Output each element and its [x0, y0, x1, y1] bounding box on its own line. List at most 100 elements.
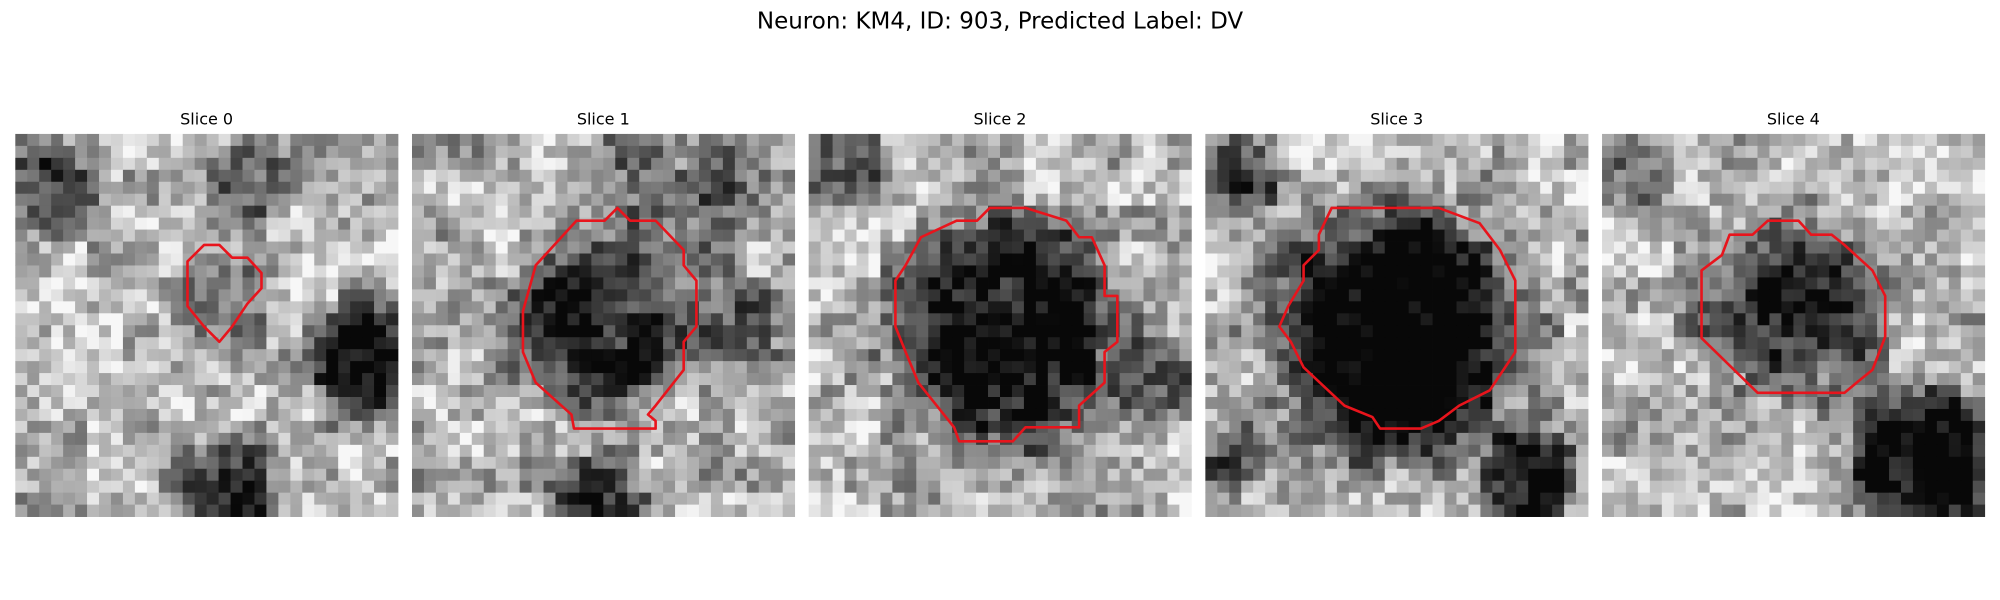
pixel — [1613, 456, 1627, 470]
pixel — [928, 504, 941, 517]
pixel — [206, 408, 219, 422]
pixel — [1301, 432, 1314, 446]
pixel — [194, 349, 208, 362]
pixel — [1793, 145, 1806, 159]
pixel — [374, 468, 387, 482]
pixel — [1155, 373, 1168, 386]
pixel — [1205, 229, 1218, 242]
pixel — [868, 373, 881, 386]
pixel — [1757, 277, 1770, 290]
pixel — [1059, 301, 1073, 314]
pixel — [1241, 205, 1254, 219]
pixel — [423, 265, 437, 278]
pixel — [1613, 229, 1627, 242]
pixel — [1289, 444, 1302, 458]
pixel — [1265, 301, 1278, 314]
pixel — [146, 133, 160, 147]
pixel — [1912, 241, 1926, 254]
pixel — [940, 432, 953, 446]
pixel — [495, 337, 509, 350]
pixel — [1552, 361, 1565, 374]
pixel — [663, 504, 676, 517]
pixel — [1131, 397, 1144, 410]
pixel — [1865, 289, 1878, 302]
pixel — [411, 349, 425, 362]
pixel — [1721, 181, 1734, 195]
pixel — [1217, 217, 1230, 230]
pixel — [194, 420, 208, 434]
pixel — [1035, 229, 1049, 242]
pixel — [471, 432, 485, 446]
pixel — [1167, 313, 1180, 326]
pixel — [110, 492, 124, 506]
pixel — [1143, 480, 1156, 494]
pixel — [51, 325, 64, 338]
pixel — [1504, 301, 1517, 314]
pixel — [1552, 325, 1565, 338]
pixel — [170, 337, 184, 350]
pixel — [1853, 420, 1866, 434]
pixel — [663, 337, 676, 350]
pixel — [543, 337, 556, 350]
pixel — [27, 337, 40, 350]
pixel — [206, 169, 219, 183]
pixel — [266, 325, 279, 338]
pixel — [1865, 408, 1878, 422]
pixel — [1661, 420, 1675, 434]
pixel — [603, 229, 616, 242]
pixel — [1504, 169, 1517, 183]
pixel — [820, 373, 833, 386]
pixel — [15, 133, 28, 147]
pixel — [1083, 313, 1097, 326]
pixel — [1095, 193, 1109, 207]
pixel — [1564, 361, 1577, 374]
pixel — [1432, 253, 1445, 266]
pixel — [1853, 169, 1866, 183]
pixel — [952, 241, 965, 254]
pixel — [1253, 337, 1266, 350]
pixel — [916, 217, 929, 230]
pixel — [1348, 385, 1362, 398]
pixel — [1625, 337, 1639, 350]
pixel — [579, 480, 592, 494]
pixel — [278, 504, 291, 517]
pixel — [1781, 253, 1794, 266]
pixel — [734, 373, 748, 386]
pixel — [218, 193, 231, 207]
pixel — [1516, 325, 1529, 338]
pixel — [314, 504, 327, 517]
pixel — [1143, 373, 1156, 386]
pixel — [663, 217, 676, 230]
pixel — [1229, 325, 1242, 338]
pixel — [362, 325, 375, 338]
pixel — [988, 217, 1001, 230]
pixel — [1900, 420, 1914, 434]
pixel — [1217, 325, 1230, 338]
pixel — [1504, 205, 1517, 219]
pixel — [988, 277, 1001, 290]
pixel — [1817, 133, 1830, 147]
pixel — [698, 420, 712, 434]
pixel — [1444, 468, 1457, 482]
pixel — [218, 385, 231, 398]
pixel — [1071, 444, 1085, 458]
pixel — [99, 313, 112, 326]
pixel — [1516, 169, 1529, 183]
pixel — [1408, 265, 1421, 278]
pixel — [1733, 420, 1746, 434]
pixel — [1047, 289, 1061, 302]
pixel — [194, 205, 208, 219]
pixel — [483, 504, 497, 517]
pixel — [1360, 325, 1374, 338]
pixel — [374, 480, 387, 494]
pixel — [1372, 373, 1386, 386]
pixel — [1095, 432, 1109, 446]
pixel — [170, 157, 184, 171]
pixel — [1179, 217, 1192, 230]
pixel — [1277, 444, 1290, 458]
pixel — [1492, 397, 1505, 410]
pixel — [1793, 361, 1806, 374]
pixel — [386, 241, 399, 254]
pixel — [122, 480, 136, 494]
pixel — [1444, 157, 1457, 171]
